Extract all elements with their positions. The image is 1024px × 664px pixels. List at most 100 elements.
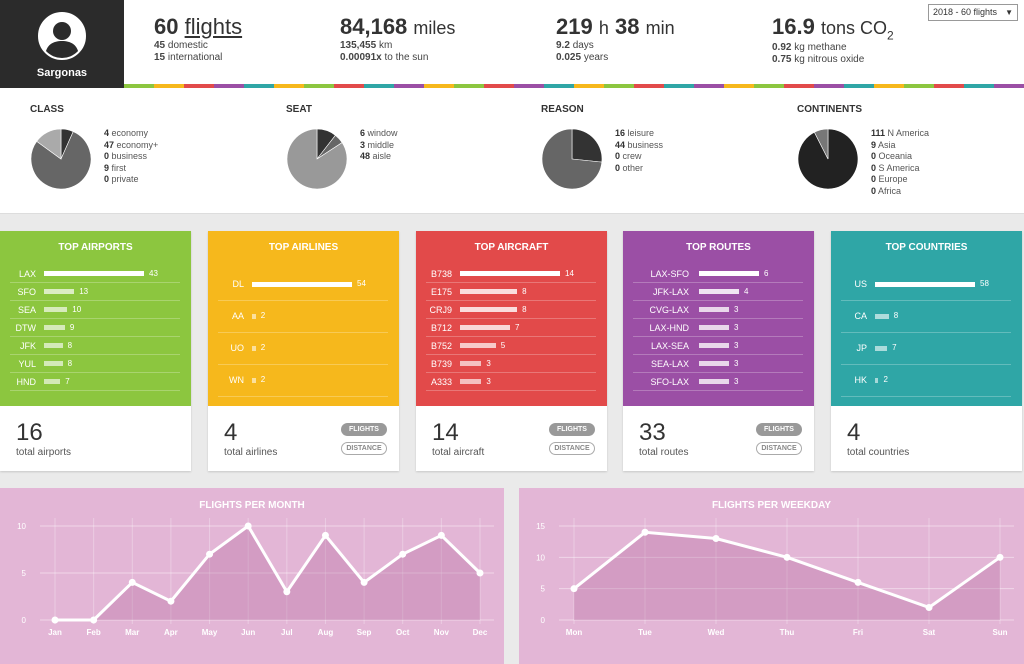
list-row[interactable]: B712 7: [426, 319, 596, 337]
data-point[interactable]: [128, 578, 136, 586]
data-point[interactable]: [244, 522, 252, 530]
row-bar: [252, 378, 256, 383]
data-point[interactable]: [925, 603, 933, 611]
legend-item: 3 middle: [360, 139, 395, 150]
data-point[interactable]: [437, 531, 445, 539]
list-row[interactable]: UO 2: [218, 333, 388, 365]
y-tick-label: 5: [541, 585, 546, 594]
list-row[interactable]: YUL 8: [10, 355, 180, 373]
row-bar: [44, 361, 63, 366]
list-row[interactable]: B752 5: [426, 337, 596, 355]
row-label: LAX: [18, 269, 36, 279]
data-point[interactable]: [360, 578, 368, 586]
list-row[interactable]: JP 7: [841, 333, 1011, 365]
list-row[interactable]: HK 2: [841, 365, 1011, 397]
data-point[interactable]: [476, 569, 484, 577]
data-point[interactable]: [570, 585, 578, 593]
list-row[interactable]: SFO-LAX 3: [633, 373, 803, 391]
x-tick-label: Thu: [780, 628, 795, 637]
list-row[interactable]: DL 54: [218, 269, 388, 301]
stripe-segment: [874, 84, 904, 88]
pie-slice: [541, 128, 603, 190]
flights-per-month-chart: FLIGHTS PER MONTH 0 5 10 Jan Feb Mar Apr May Jun…: [0, 488, 504, 664]
pie-legend: 4 economy 47 economy+ 0 business 9 first 0 p…: [104, 128, 158, 186]
pie-group-class: CLASS 4 economy 47 economy+ 0 business 9 fir…: [30, 88, 250, 208]
row-value: 10: [72, 305, 82, 314]
row-bar: [44, 379, 61, 384]
list-row[interactable]: LAX-HND 3: [633, 319, 803, 337]
row-bar: [44, 289, 75, 294]
data-point[interactable]: [712, 535, 720, 543]
pie-group-reason: REASON 16 leisure 44 business 0 crew 0 other: [541, 88, 761, 208]
pie-slice: [36, 128, 62, 160]
list-row[interactable]: SEA 10: [10, 301, 180, 319]
data-point[interactable]: [167, 597, 175, 605]
data-point[interactable]: [321, 531, 329, 539]
row-bar: [252, 282, 352, 287]
row-value: 4: [744, 287, 749, 296]
stripe-segment: [754, 84, 784, 88]
data-point[interactable]: [783, 553, 791, 561]
list-row[interactable]: E175 8: [426, 283, 596, 301]
list-row[interactable]: LAX 43: [10, 265, 180, 283]
card-header: TOP AIRPORTS LAX 43 SFO 13 SEA 10 DTW 9 JFK 8 YUL 8 H…: [0, 231, 191, 406]
list-row[interactable]: LAX-SEA 3: [633, 337, 803, 355]
x-tick-label: Tue: [638, 628, 652, 637]
x-tick-label: Oct: [396, 628, 410, 637]
series-area: [574, 532, 1000, 620]
summary-header: Sargonas 60 flights 45 domestic 15 inter…: [0, 0, 1024, 88]
distance-toggle-button[interactable]: DISTANCE: [756, 442, 802, 455]
list-row[interactable]: B739 3: [426, 355, 596, 373]
data-point[interactable]: [399, 550, 407, 558]
row-value: 54: [357, 279, 366, 288]
flights-link[interactable]: flights: [184, 14, 243, 39]
list-row[interactable]: SEA-LAX 3: [633, 355, 803, 373]
row-bar: [252, 346, 256, 351]
y-tick-label: 10: [536, 553, 545, 562]
list-row[interactable]: HND 7: [10, 373, 180, 391]
row-label: LAX-HND: [649, 323, 689, 333]
row-label: LAX-SFO: [650, 269, 689, 279]
flights-toggle-button[interactable]: FLIGHTS: [756, 423, 802, 436]
list-row[interactable]: CRJ9 8: [426, 301, 596, 319]
flights-toggle-button[interactable]: FLIGHTS: [549, 423, 595, 436]
row-label: JFK-LAX: [652, 287, 689, 297]
legend-item: 111 N America: [871, 128, 930, 138]
profile-panel[interactable]: Sargonas: [0, 0, 124, 88]
row-value: 2: [883, 375, 888, 384]
total-count: 4: [224, 419, 238, 446]
flights-toggle-button[interactable]: FLIGHTS: [341, 423, 387, 436]
data-point[interactable]: [641, 528, 649, 536]
data-point[interactable]: [51, 616, 59, 624]
list-row[interactable]: LAX-SFO 6: [633, 265, 803, 283]
flights-per-weekday-chart: FLIGHTS PER WEEKDAY 0 5 10 15 Mon Tue Wed Thu Fr…: [519, 488, 1024, 664]
list-row[interactable]: JFK 8: [10, 337, 180, 355]
pie-legend: 111 N America 9 Asia 0 Oceania 0 S America 0…: [871, 128, 929, 197]
row-label: AA: [231, 311, 244, 321]
list-row[interactable]: AA 2: [218, 301, 388, 333]
distance-toggle-button[interactable]: DISTANCE: [341, 442, 387, 455]
year-select[interactable]: 2018 - 60 flights ▼: [928, 4, 1018, 21]
stripe-segment: [424, 84, 454, 88]
x-tick-label: Jul: [281, 628, 293, 637]
data-point[interactable]: [854, 578, 862, 586]
list-row[interactable]: SFO 13: [10, 283, 180, 301]
stripe-segment: [484, 84, 514, 88]
distance-toggle-button[interactable]: DISTANCE: [549, 442, 595, 455]
data-point[interactable]: [206, 550, 214, 558]
data-point[interactable]: [996, 553, 1004, 561]
row-value: 5: [500, 341, 506, 350]
row-value: 3: [734, 305, 739, 314]
list-row[interactable]: A333 3: [426, 373, 596, 391]
list-row[interactable]: CVG-LAX 3: [633, 301, 803, 319]
row-value: 2: [260, 311, 266, 320]
stripe-segment: [304, 84, 334, 88]
list-row[interactable]: US 58: [841, 269, 1011, 301]
data-point[interactable]: [283, 588, 291, 596]
list-row[interactable]: JFK-LAX 4: [633, 283, 803, 301]
list-row[interactable]: WN 2: [218, 365, 388, 397]
list-row[interactable]: DTW 9: [10, 319, 180, 337]
data-point[interactable]: [90, 616, 98, 624]
list-row[interactable]: B738 14: [426, 265, 596, 283]
list-row[interactable]: CA 8: [841, 301, 1011, 333]
